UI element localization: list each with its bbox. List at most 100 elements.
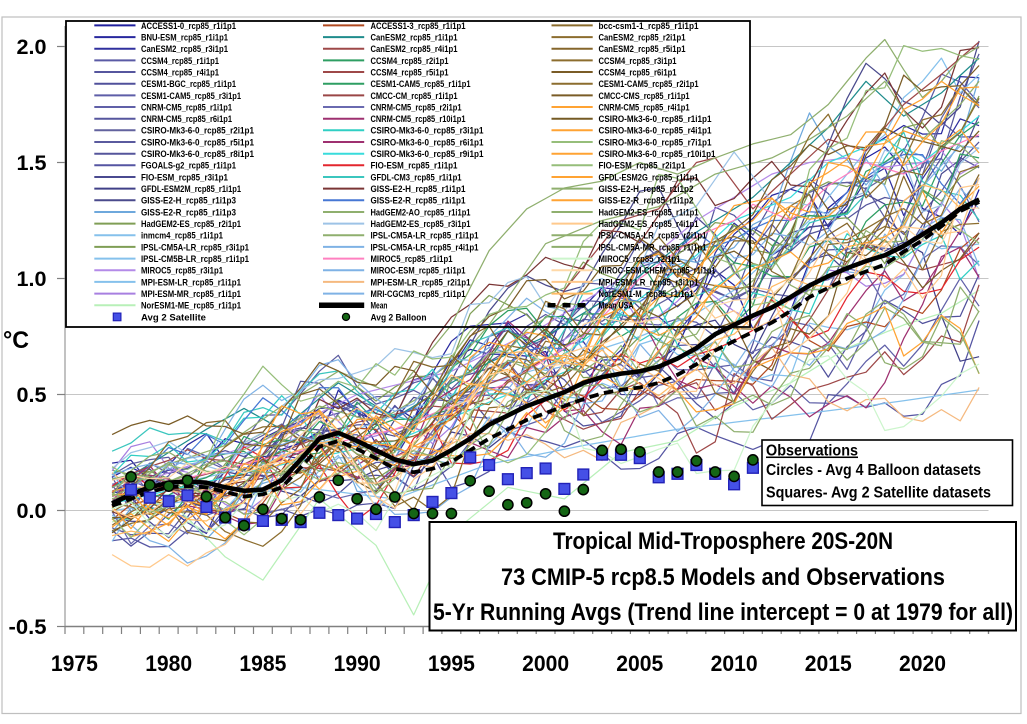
svg-text:ACCESS1-3_rcp85_r1i1p1: ACCESS1-3_rcp85_r1i1p1 [371,21,466,31]
svg-text:1975: 1975 [51,651,98,676]
svg-text:73 CMIP-5 rcp8.5 Models and Ob: 73 CMIP-5 rcp8.5 Models and Observations [501,564,945,591]
svg-text:2015: 2015 [805,651,852,676]
svg-text:2000: 2000 [522,651,569,676]
svg-text:HadGEM2-ES_rcp85_r3i1p1: HadGEM2-ES_rcp85_r3i1p1 [371,219,471,229]
svg-text:1990: 1990 [334,651,381,676]
svg-text:CSIRO-Mk3-6-0_rcp85_r1i1p1: CSIRO-Mk3-6-0_rcp85_r1i1p1 [599,114,712,124]
svg-text:MPI-ESM-LR_rcp85_r2i1p1: MPI-ESM-LR_rcp85_r2i1p1 [371,277,471,287]
svg-text:GISS-E2-R_rcp85_r1i1p3: GISS-E2-R_rcp85_r1i1p3 [141,207,236,217]
svg-text:MIROC5_rcp85_r3i1p1: MIROC5_rcp85_r3i1p1 [141,266,223,276]
svg-text:CNRM-CM5_rcp85_r4i1p1: CNRM-CM5_rcp85_r4i1p1 [599,102,690,112]
svg-text:CNRM-CM5_rcp85_r6i1p1: CNRM-CM5_rcp85_r6i1p1 [141,114,232,124]
svg-text:Avg 2 Satellite: Avg 2 Satellite [141,312,206,322]
svg-text:-0.5: -0.5 [9,616,47,639]
svg-text:CMCC-CMS_rcp85_r1i1p1: CMCC-CMS_rcp85_r1i1p1 [599,91,690,101]
svg-text:1995: 1995 [428,651,475,676]
svg-text:GISS-E2-H_rcp85_r1i1p3: GISS-E2-H_rcp85_r1i1p3 [141,196,236,206]
svg-text:GISS-E2-H_rcp85_r1i1p1: GISS-E2-H_rcp85_r1i1p1 [371,184,466,194]
svg-text:CSIRO-Mk3-6-0_rcp85_r7i1p1: CSIRO-Mk3-6-0_rcp85_r7i1p1 [599,137,712,147]
svg-text:CanESM2_rcp85_r1i1p1: CanESM2_rcp85_r1i1p1 [371,33,458,43]
svg-text:5-Yr Running Avgs (Trend line: 5-Yr Running Avgs (Trend line intercept … [433,599,1013,626]
svg-text:IPSL-CM5A-MR_rcp85_r1i1p1: IPSL-CM5A-MR_rcp85_r1i1p1 [599,242,707,252]
svg-text:CCSM4_rcp85_r4i1p1: CCSM4_rcp85_r4i1p1 [141,67,219,77]
svg-text:Avg 2 Balloon: Avg 2 Balloon [371,312,427,322]
svg-text:IPSL-CM5A-LR_rcp85_r1i1p1: IPSL-CM5A-LR_rcp85_r1i1p1 [371,231,479,241]
svg-text:CanESM2_rcp85_r3i1p1: CanESM2_rcp85_r3i1p1 [141,44,228,54]
svg-text:CanESM2_rcp85_r2i1p1: CanESM2_rcp85_r2i1p1 [599,33,686,43]
svg-text:MRI-CGCM3_rcp85_r1i1p1: MRI-CGCM3_rcp85_r1i1p1 [371,289,466,299]
svg-text:GISS-E2-R_rcp85_r1i1p1: GISS-E2-R_rcp85_r1i1p1 [371,196,466,206]
svg-text:CNRM-CM5_rcp85_r2i1p1: CNRM-CM5_rcp85_r2i1p1 [371,102,462,112]
svg-text:CanESM2_rcp85_r5i1p1: CanESM2_rcp85_r5i1p1 [599,44,686,54]
svg-text:2010: 2010 [711,651,758,676]
svg-text:FIO-ESM_rcp85_r1i1p1: FIO-ESM_rcp85_r1i1p1 [371,161,458,171]
svg-text:CNRM-CM5_rcp85_r10i1p1: CNRM-CM5_rcp85_r10i1p1 [371,114,466,124]
svg-text:1.5: 1.5 [17,152,47,175]
svg-text:FGOALS-g2_rcp85_r1i1p1: FGOALS-g2_rcp85_r1i1p1 [141,161,236,171]
svg-text:MIROC5_rcp85_r2i1p1: MIROC5_rcp85_r2i1p1 [599,254,681,264]
svg-text:GISS-E2-H_rcp85_r1i1p2: GISS-E2-H_rcp85_r1i1p2 [599,184,694,194]
svg-text:CSIRO-Mk3-6-0_rcp85_r8i1p1: CSIRO-Mk3-6-0_rcp85_r8i1p1 [141,149,254,159]
svg-text:CSIRO-Mk3-6-0_rcp85_r4i1p1: CSIRO-Mk3-6-0_rcp85_r4i1p1 [599,126,712,136]
svg-text:bcc-csm1-1_rcp85_r1i1p1: bcc-csm1-1_rcp85_r1i1p1 [599,21,699,31]
svg-text:Observations: Observations [766,443,858,460]
svg-text:2020: 2020 [899,651,946,676]
svg-text:CCSM4_rcp85_r1i1p1: CCSM4_rcp85_r1i1p1 [141,56,219,66]
svg-text:HadGEM2-ES_rcp85_r2i1p1: HadGEM2-ES_rcp85_r2i1p1 [141,219,241,229]
svg-text:GISS-E2-R_rcp85_r1i1p2: GISS-E2-R_rcp85_r1i1p2 [599,196,694,206]
svg-text:CSIRO-Mk3-6-0_rcp85_r3i1p1: CSIRO-Mk3-6-0_rcp85_r3i1p1 [371,126,484,136]
svg-text:CCSM4_rcp85_r2i1p1: CCSM4_rcp85_r2i1p1 [371,56,449,66]
svg-text:IPSL-CM5A-LR_rcp85_r3i1p1: IPSL-CM5A-LR_rcp85_r3i1p1 [141,242,249,252]
svg-text:CESM1-CAM5_rcp85_r1i1p1: CESM1-CAM5_rcp85_r1i1p1 [371,79,471,89]
svg-text:IPSL-CM5A-LR_rcp85_r2i1p1: IPSL-CM5A-LR_rcp85_r2i1p1 [599,231,707,241]
svg-text:CSIRO-Mk3-6-0_rcp85_r10i1p1: CSIRO-Mk3-6-0_rcp85_r10i1p1 [599,149,716,159]
svg-text:CESM1-CAM5_rcp85_r2i1p1: CESM1-CAM5_rcp85_r2i1p1 [599,79,699,89]
svg-text:GFDL-CM3_rcp85_r1i1p1: GFDL-CM3_rcp85_r1i1p1 [371,172,462,182]
svg-text:HadGEM2-AO_rcp85_r1i1p1: HadGEM2-AO_rcp85_r1i1p1 [371,207,471,217]
svg-text:FIO-ESM_rcp85_r3i1p1: FIO-ESM_rcp85_r3i1p1 [141,172,228,182]
svg-text:IPSL-CM5B-LR_rcp85_r1i1p1: IPSL-CM5B-LR_rcp85_r1i1p1 [141,254,249,264]
svg-text:0.5: 0.5 [17,384,47,407]
svg-text:MIROC-ESM_rcp85_r1i1p1: MIROC-ESM_rcp85_r1i1p1 [371,266,466,276]
svg-text:MIROC5_rcp85_r1i1p1: MIROC5_rcp85_r1i1p1 [371,254,453,264]
svg-text:CanESM2_rcp85_r4i1p1: CanESM2_rcp85_r4i1p1 [371,44,458,54]
svg-text:CESM1-BGC_rcp85_r1i1p1: CESM1-BGC_rcp85_r1i1p1 [141,79,236,89]
svg-text:0.0: 0.0 [17,500,47,523]
svg-text:2.0: 2.0 [17,36,47,59]
svg-text:CNRM-CM5_rcp85_r1i1p1: CNRM-CM5_rcp85_r1i1p1 [141,102,232,112]
svg-text:NorESM1-M_rcp85_r1i1p1: NorESM1-M_rcp85_r1i1p1 [599,289,694,299]
svg-text:CCSM4_rcp85_r6i1p1: CCSM4_rcp85_r6i1p1 [599,67,677,77]
svg-text:BNU-ESM_rcp85_r1i1p1: BNU-ESM_rcp85_r1i1p1 [141,33,228,43]
svg-text:FIO-ESM_rcp85_r2i1p1: FIO-ESM_rcp85_r2i1p1 [599,161,686,171]
svg-text:NorESM1-ME_rcp85_r1i1p1: NorESM1-ME_rcp85_r1i1p1 [141,301,241,311]
svg-text:CCSM4_rcp85_r3i1p1: CCSM4_rcp85_r3i1p1 [599,56,677,66]
svg-text:CCSM4_rcp85_r5i1p1: CCSM4_rcp85_r5i1p1 [371,67,449,77]
svg-text:CESM1-CAM5_rcp85_r3i1p1: CESM1-CAM5_rcp85_r3i1p1 [141,91,241,101]
svg-text:Tropical Mid-Troposphere 20S-2: Tropical Mid-Troposphere 20S-20N [553,528,893,555]
svg-text:1985: 1985 [239,651,286,676]
svg-text:HadGEM2-ES_rcp85_r4i1p1: HadGEM2-ES_rcp85_r4i1p1 [599,219,699,229]
svg-text:CSIRO-Mk3-6-0_rcp85_r2i1p1: CSIRO-Mk3-6-0_rcp85_r2i1p1 [141,126,254,136]
svg-text:HadGEM2-ES_rcp85_r1i1p1: HadGEM2-ES_rcp85_r1i1p1 [599,207,699,217]
svg-text:1980: 1980 [145,651,192,676]
svg-text:Mean USA: Mean USA [599,301,634,311]
svg-text:IPSL-CM5A-LR_rcp85_r4i1p1: IPSL-CM5A-LR_rcp85_r4i1p1 [371,242,479,252]
svg-text:CSIRO-Mk3-6-0_rcp85_r9i1p1: CSIRO-Mk3-6-0_rcp85_r9i1p1 [371,149,484,159]
svg-text:MPI-ESM-LR_rcp85_r3i1p1: MPI-ESM-LR_rcp85_r3i1p1 [599,277,699,287]
svg-text:MPI-ESM-MR_rcp85_r1i1p1: MPI-ESM-MR_rcp85_r1i1p1 [141,289,241,299]
svg-text:Squares- Avg 2 Satellite datas: Squares- Avg 2 Satellite datasets [766,485,991,502]
svg-text:°C: °C [3,327,29,354]
svg-text:Circles - Avg 4 Balloon datase: Circles - Avg 4 Balloon datasets [766,462,981,479]
svg-text:CMCC-CM_rcp85_r1i1p1: CMCC-CM_rcp85_r1i1p1 [371,91,458,101]
svg-text:MIROC-ESM-CHEM_rcp85_r1i1p1: MIROC-ESM-CHEM_rcp85_r1i1p1 [599,266,716,276]
svg-text:GFDL-ESM2M_rcp85_r1i1p1: GFDL-ESM2M_rcp85_r1i1p1 [141,184,241,194]
svg-text:CSIRO-Mk3-6-0_rcp85_r5i1p1: CSIRO-Mk3-6-0_rcp85_r5i1p1 [141,137,254,147]
svg-text:ACCESS1-0_rcp85_r1i1p1: ACCESS1-0_rcp85_r1i1p1 [141,21,236,31]
svg-text:Mean: Mean [371,301,388,311]
svg-text:1.0: 1.0 [17,268,47,291]
svg-text:MPI-ESM-LR_rcp85_r1i1p1: MPI-ESM-LR_rcp85_r1i1p1 [141,277,241,287]
svg-text:GFDL-ESM2G_rcp85_r1i1p1: GFDL-ESM2G_rcp85_r1i1p1 [599,172,699,182]
svg-text:CSIRO-Mk3-6-0_rcp85_r6i1p1: CSIRO-Mk3-6-0_rcp85_r6i1p1 [371,137,484,147]
svg-text:2005: 2005 [616,651,663,676]
svg-text:inmcm4_rcp85_r1i1p1: inmcm4_rcp85_r1i1p1 [141,231,223,241]
